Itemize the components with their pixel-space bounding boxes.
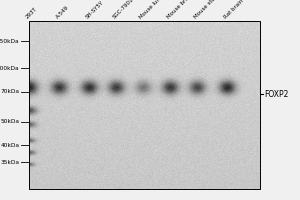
- Text: 40kDa: 40kDa: [1, 143, 20, 148]
- Bar: [28, 21, 260, 189]
- Text: 70kDa: 70kDa: [1, 89, 20, 94]
- Text: Mouse lung: Mouse lung: [139, 0, 165, 20]
- Text: A-549: A-549: [55, 5, 70, 20]
- Text: 35kDa: 35kDa: [1, 160, 20, 165]
- Text: SGC-7901: SGC-7901: [112, 0, 135, 20]
- Text: 293T: 293T: [25, 7, 38, 20]
- Text: Rat brain: Rat brain: [223, 0, 244, 20]
- Text: Mouse brain: Mouse brain: [166, 0, 194, 20]
- Text: 100kDa: 100kDa: [0, 66, 20, 71]
- Text: Mouse stomach: Mouse stomach: [193, 0, 227, 20]
- Text: FOXP2: FOXP2: [264, 90, 288, 99]
- Text: SH-SY5Y: SH-SY5Y: [85, 0, 105, 20]
- Text: 50kDa: 50kDa: [1, 119, 20, 124]
- Text: 150kDa: 150kDa: [0, 39, 20, 44]
